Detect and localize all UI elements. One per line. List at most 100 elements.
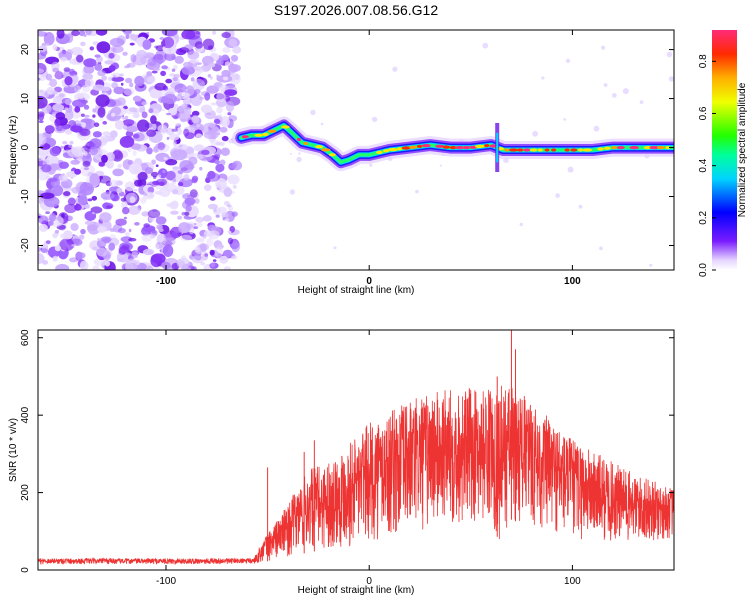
- noise-blob: [108, 52, 115, 59]
- noise-blob: [38, 30, 46, 37]
- noise-blob: [60, 56, 68, 62]
- ridge-core: [396, 147, 403, 151]
- y-tick-label: -20: [20, 238, 31, 253]
- y-tick-label: 600: [20, 329, 31, 346]
- figure-title: S197.2026.007.08.56.G12: [274, 2, 438, 18]
- ridge-core: [421, 144, 431, 148]
- noise-speck: [482, 42, 489, 49]
- noise-blob: [89, 46, 95, 51]
- noise-blob: [134, 179, 143, 187]
- noise-blob: [58, 174, 69, 182]
- noise-blob: [176, 257, 191, 269]
- snr-ylabel: SNR (10 * v/v): [8, 418, 19, 482]
- ridge-core: [551, 148, 557, 152]
- noise-blob: [171, 149, 188, 161]
- noise-blob: [224, 89, 238, 96]
- noise-blob: [39, 45, 48, 52]
- x-tick-label: 100: [564, 276, 581, 287]
- noise-blob: [150, 171, 159, 177]
- noise-blob: [38, 246, 42, 253]
- noise-blob: [147, 57, 157, 67]
- noise-blob: [155, 49, 167, 64]
- noise-blob: [197, 154, 204, 160]
- noise-blob: [128, 107, 137, 113]
- noise-blob: [155, 241, 163, 250]
- colorbar-tick-label: 0.8: [698, 54, 709, 68]
- noise-blob: [124, 115, 129, 120]
- noise-blob: [218, 114, 223, 117]
- noise-blob: [202, 122, 218, 136]
- noise-blob: [58, 161, 69, 169]
- noise-blob: [121, 244, 130, 249]
- noise-blob: [227, 174, 240, 185]
- noise-blob: [212, 30, 217, 35]
- noise-blob: [214, 246, 223, 259]
- noise-blob: [127, 62, 136, 68]
- noise-blob: [120, 197, 127, 202]
- noise-blob: [157, 124, 168, 135]
- noise-blob: [184, 197, 196, 206]
- noise-blob: [115, 218, 127, 226]
- noise-blob: [148, 229, 156, 235]
- noise-blob: [73, 85, 81, 93]
- noise-blob: [61, 213, 65, 219]
- noise-blob: [219, 255, 229, 264]
- noise-blob: [106, 205, 113, 209]
- noise-blob: [176, 127, 182, 136]
- noise-blob: [200, 104, 213, 114]
- noise-blob: [51, 61, 60, 70]
- noise-blob: [185, 30, 201, 40]
- noise-blob: [177, 182, 184, 187]
- noise-blob: [65, 149, 71, 153]
- noise-blob: [137, 171, 148, 182]
- ridge-core: [296, 137, 301, 142]
- ridge-core: [435, 144, 445, 148]
- noise-blob: [141, 111, 148, 119]
- colorbar: 0.0 0.2 0.4 0.6 0.8 Normalized spectral ampl…: [698, 30, 748, 277]
- noise-blob: [204, 92, 211, 101]
- noise-blob: [87, 224, 99, 232]
- noise-blob: [72, 99, 87, 108]
- noise-blob: [129, 196, 136, 204]
- noise-blob: [92, 108, 97, 113]
- noise-blob: [126, 125, 139, 133]
- noise-blob: [53, 95, 65, 105]
- noise-blob: [195, 237, 205, 243]
- noise-blob: [157, 174, 162, 178]
- noise-blob: [131, 251, 139, 259]
- noise-blob: [222, 76, 229, 81]
- noise-blob: [123, 216, 128, 220]
- noise-blob: [117, 164, 122, 168]
- snr-line: [38, 385, 674, 566]
- noise-speck: [611, 93, 617, 98]
- noise-blob: [91, 195, 98, 201]
- noise-blob: [125, 34, 130, 40]
- noise-blob: [226, 204, 232, 208]
- noise-blob: [112, 149, 123, 160]
- noise-blob: [196, 123, 200, 128]
- noise-blob: [76, 252, 86, 259]
- noise-blob: [103, 237, 111, 244]
- ridge-core: [409, 145, 417, 149]
- noise-speck: [541, 76, 545, 80]
- noise-blob: [172, 178, 176, 183]
- noise-blob: [125, 77, 133, 84]
- noise-blob: [164, 52, 176, 61]
- spectrogram-xlabel: Height of straight line (km): [298, 285, 415, 296]
- noise-blob: [155, 164, 159, 167]
- noise-blob: [162, 169, 166, 174]
- noise-blob: [215, 163, 225, 173]
- noise-blob: [83, 104, 90, 110]
- noise-blob: [210, 140, 222, 147]
- noise-blob: [80, 41, 86, 47]
- noise-blob: [161, 30, 178, 37]
- noise-blob: [102, 120, 107, 125]
- noise-blob: [109, 37, 125, 47]
- noise-blob: [77, 195, 88, 205]
- snr-ticks: -100 0 100 0 200 400 600: [20, 329, 674, 587]
- ridge-core: [387, 148, 398, 152]
- ridge-core: [376, 150, 383, 154]
- colorbar-tick-label: 0.2: [698, 210, 709, 224]
- noise-speck: [622, 88, 629, 95]
